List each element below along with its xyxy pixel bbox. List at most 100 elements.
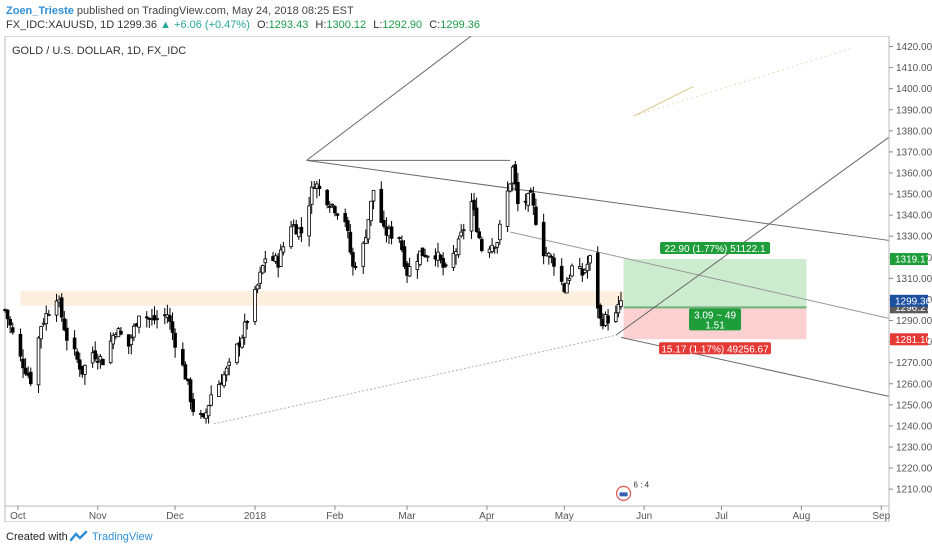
last-price: 1299.36 [117, 19, 158, 31]
candle-body [369, 200, 373, 222]
candle-body [253, 288, 257, 322]
candle-body [438, 254, 443, 261]
candle-body [366, 219, 371, 240]
candle-body [595, 252, 600, 309]
candle-body [461, 229, 466, 232]
candle-body [472, 199, 476, 211]
candle-body [616, 304, 621, 314]
candle-body [278, 249, 283, 267]
time-tick-label: Feb [326, 511, 344, 522]
pitchfork-median-line [510, 231, 890, 319]
candle-body [54, 300, 59, 316]
candle-body [18, 334, 23, 357]
entry-price-tag: 1296.27 [895, 303, 932, 314]
chart-title: GOLD / U.S. DOLLAR, 1D, FX_IDC [12, 45, 186, 57]
candle-body [526, 193, 530, 206]
candle-body [498, 223, 502, 241]
candle-body [206, 405, 211, 417]
candle-body [181, 349, 185, 366]
candle-body [441, 257, 445, 268]
candle-body [469, 201, 474, 232]
trend-line-2 [306, 36, 472, 161]
price-axis[interactable]: 1210.00 1220.00 1230.00 1240.00 1250.00 1260.… [888, 36, 932, 506]
price-tick-label: 1340.00 [896, 211, 932, 222]
candle-body [240, 337, 244, 348]
candle-body [36, 337, 41, 386]
candle-body [317, 185, 322, 190]
trend-line-4 [615, 136, 890, 336]
last-price-tag: 1299.36 [895, 296, 932, 307]
target-label-box [660, 242, 771, 255]
candle-body [137, 315, 141, 328]
candle-body [327, 205, 332, 208]
candle-body [513, 164, 518, 185]
candle-body [425, 255, 430, 258]
candle-body [534, 206, 538, 225]
time-axis[interactable]: Oct Nov Dec 2018 Feb Mar Apr May Jun Jul Aug Sep [5, 505, 891, 522]
candle-body [111, 334, 116, 345]
candle-body [614, 312, 618, 322]
price-tick-label: 1330.00 [896, 232, 932, 243]
candle-body [307, 205, 311, 237]
candle-body [606, 315, 610, 324]
low-label: L: [373, 19, 383, 31]
candle-body [477, 231, 482, 239]
candle-body [479, 238, 484, 252]
candle-body [101, 358, 105, 366]
candle-body [348, 231, 353, 253]
candle-body [98, 356, 103, 361]
open-label: O: [256, 19, 269, 31]
candle-body [281, 246, 286, 253]
candle-body [152, 315, 157, 321]
candle-body [353, 266, 358, 268]
candle-body [255, 284, 260, 290]
candle-body [577, 266, 582, 269]
candle-body [459, 231, 463, 237]
candle-body [570, 265, 574, 277]
candle-body [191, 398, 195, 412]
candle-body [565, 282, 569, 294]
pitchfork-upper-line [306, 159, 890, 241]
candle-body [59, 297, 64, 318]
price-tick-label: 1260.00 [896, 379, 932, 390]
candle-body [227, 361, 232, 366]
candle-body [474, 207, 479, 232]
candle-body [44, 313, 49, 325]
candle-body [598, 304, 603, 319]
tradingview-link[interactable]: TradingView [92, 531, 153, 543]
candle-body [170, 321, 175, 333]
candle-body [108, 340, 113, 364]
candle-body [335, 213, 340, 216]
price-tick-label: 1240.00 [896, 421, 932, 432]
created-with-text: Created with [6, 531, 68, 543]
price-tick-label: 1360.00 [896, 168, 932, 179]
candle-body [495, 242, 500, 248]
candle-body [155, 318, 159, 320]
candle-body [400, 240, 404, 251]
candle-body [28, 371, 33, 385]
candle-body [173, 332, 177, 348]
candle-body [309, 186, 314, 205]
candle-body [583, 269, 587, 273]
price-chart[interactable]: 22.90 (1.77%) 51122.1 3.09 ~ 491.51 15.17 … [0, 36, 932, 522]
symbol-label[interactable]: FX_IDC:XAUUSD, 1D [6, 19, 115, 31]
price-tick-label: 1380.00 [896, 126, 932, 137]
candle-body [72, 337, 77, 350]
candle-body [62, 318, 67, 331]
ratio-label-text: 1.51 [705, 320, 725, 331]
candle-body [379, 188, 384, 223]
stop-label-text: 15.17 (1.17%) 49256.67 [661, 344, 769, 355]
candle-body [129, 337, 134, 345]
publisher-line: Zoen_Trieste published on TradingView.co… [6, 5, 354, 17]
ohlc-line: FX_IDC:XAUUSD, 1D 1299.36 ▲ +6.06 (+0.47… [6, 19, 480, 31]
candle-body [451, 253, 456, 268]
price-tick-label: 1290.00 [896, 316, 932, 327]
candle-body [371, 190, 376, 202]
target-price-tag: 1319.17 [895, 255, 932, 266]
candle-body [531, 193, 536, 206]
footer: Created with TradingView [0, 522, 932, 550]
candle-body [456, 238, 461, 256]
candle-body [188, 379, 193, 403]
author-link[interactable]: Zoen_Trieste [6, 5, 74, 17]
candle-body [402, 246, 407, 267]
